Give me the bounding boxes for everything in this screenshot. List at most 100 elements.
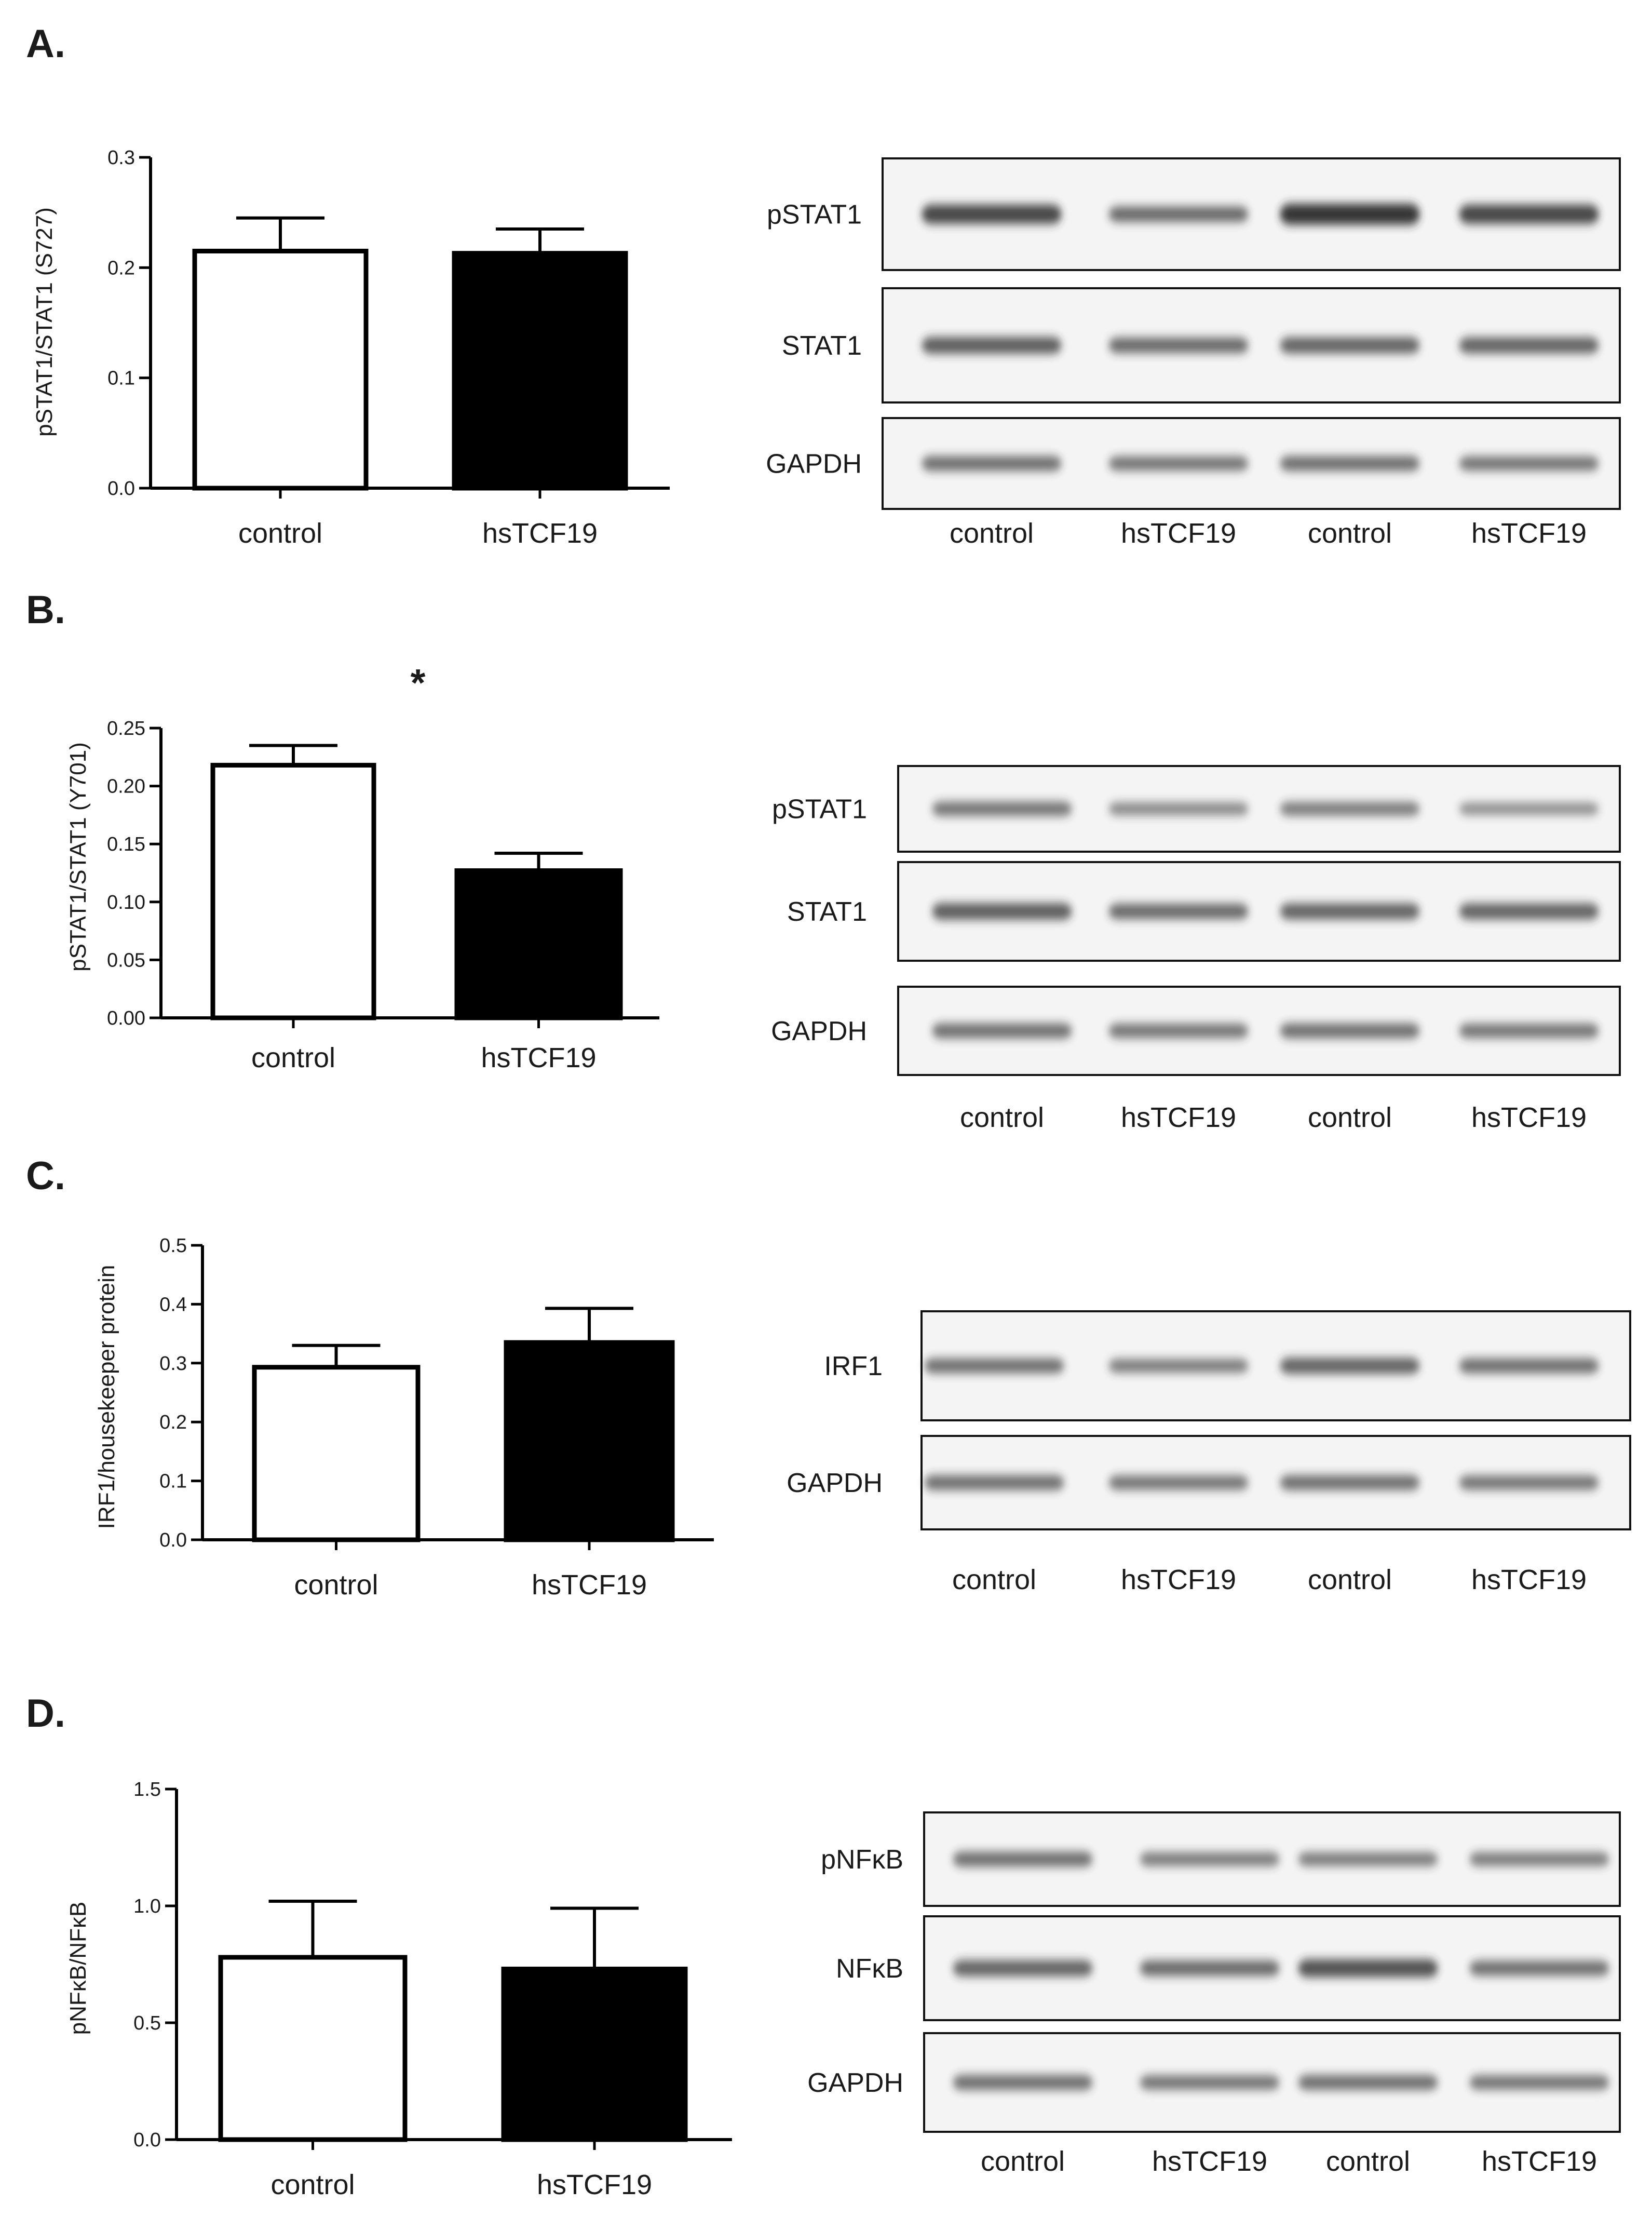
panel-3: D. pNFκB/NFκB 0.0 0.5 1.0 1.5 control hsTCF19 pN…: [26, 1691, 1621, 2200]
blot-band: [1280, 1358, 1420, 1374]
category-label: hsTCF19: [482, 518, 598, 549]
blot-band: [953, 2075, 1093, 2090]
category-label: hsTCF19: [481, 1042, 596, 1073]
blot-band: [1108, 1359, 1249, 1373]
blot-row-label: GAPDH: [807, 2068, 903, 2098]
blot-band: [1108, 1475, 1249, 1490]
blot-band: [1280, 903, 1420, 920]
significance-marker: *: [411, 661, 426, 704]
bar-hsTCF19: [504, 1340, 675, 1542]
blot-lane-label: hsTCF19: [1121, 1102, 1236, 1133]
bar-control: [192, 248, 369, 491]
y-tick-label: 1.0: [133, 1896, 161, 1917]
blot-band: [1459, 903, 1599, 920]
blot-row-label: IRF1: [824, 1351, 883, 1381]
bar-control: [210, 762, 376, 1020]
y-axis-label: pSTAT1/STAT1 (S727): [32, 207, 57, 437]
blot-band: [1469, 1960, 1609, 1976]
y-tick-label: 0.3: [107, 147, 135, 169]
blot-band: [932, 1023, 1072, 1039]
blot-band: [932, 801, 1072, 816]
category-label: control: [251, 1042, 335, 1073]
blot-strip: GAPDH: [771, 986, 1621, 1076]
blot-band: [1280, 1475, 1420, 1490]
y-tick-label: 0.1: [107, 368, 135, 389]
blot-row-label: STAT1: [787, 897, 867, 927]
blot-strip: pSTAT1: [767, 157, 1621, 271]
blot-strip: STAT1: [787, 861, 1621, 962]
blot-strip: NFκB: [836, 1915, 1621, 2021]
blot-strip: STAT1: [782, 287, 1621, 404]
blot-strip: GAPDH: [766, 417, 1621, 510]
blot-band: [1459, 456, 1599, 471]
blot-band: [1298, 1959, 1438, 1978]
category-label: hsTCF19: [532, 1569, 647, 1601]
blot-row-label: pSTAT1: [767, 200, 862, 230]
blot-band: [1459, 1475, 1599, 1490]
blot-band: [1108, 337, 1249, 354]
blot-row-label: pNFκB: [821, 1845, 903, 1875]
blot-lane-label: control: [981, 2146, 1065, 2177]
category-label: hsTCF19: [537, 2169, 652, 2200]
blot-lane-label: control: [952, 1564, 1036, 1595]
category-label: control: [238, 518, 322, 549]
blot-lane-label: hsTCF19: [1152, 2146, 1267, 2177]
blot-band: [1140, 1960, 1280, 1977]
blot-band: [1459, 337, 1599, 354]
blot-row-label: NFκB: [836, 1954, 903, 1984]
y-tick-label: 0.0: [159, 1529, 187, 1551]
blot-strip: GAPDH: [807, 2032, 1621, 2133]
category-label: control: [270, 2169, 355, 2200]
blot-band: [1459, 1358, 1599, 1374]
blot-strip: IRF1: [824, 1310, 1631, 1421]
panel-label: D.: [26, 1691, 65, 1736]
blot-band: [1108, 802, 1249, 815]
blot-band: [1459, 1024, 1599, 1038]
y-tick-label: 0.25: [107, 718, 145, 740]
y-axis-label: pSTAT1/STAT1 (Y701): [65, 742, 91, 972]
blot-band: [1108, 1024, 1249, 1038]
y-axis-label: pNFκB/NFκB: [65, 1902, 91, 2035]
bar-hsTCF19: [454, 868, 623, 1020]
blot-row-label: GAPDH: [787, 1468, 883, 1498]
y-tick-label: 0.5: [133, 2012, 161, 2034]
bar-control: [218, 1955, 408, 2142]
blot-band: [1459, 205, 1599, 224]
blot-band: [922, 205, 1062, 224]
blot-lane-label: control: [1326, 2146, 1410, 2177]
blot-row-label: STAT1: [782, 331, 862, 361]
blot-strip: GAPDH: [787, 1435, 1631, 1530]
y-tick-label: 0.20: [107, 776, 145, 798]
category-label: control: [294, 1569, 378, 1601]
blot-lane-label: control: [1308, 1102, 1392, 1133]
blot-band: [1469, 1852, 1609, 1866]
y-tick-label: 0.3: [159, 1353, 187, 1375]
blot-lane-label: control: [950, 518, 1034, 549]
blot-band: [932, 903, 1072, 920]
y-tick-label: 0.00: [107, 1007, 145, 1029]
blot-band: [1469, 2075, 1609, 2090]
blot-band: [922, 456, 1062, 471]
y-tick-label: 0.10: [107, 892, 145, 913]
y-tick-label: 0.0: [107, 478, 135, 500]
panel-label: A.: [26, 22, 65, 66]
blot-band: [953, 1960, 1093, 1977]
blot-lane-label: hsTCF19: [1121, 1564, 1236, 1595]
blot-lane-label: control: [1308, 518, 1392, 549]
y-tick-label: 0.2: [159, 1412, 187, 1433]
blot-lane-label: hsTCF19: [1471, 1102, 1587, 1133]
blot-band: [1108, 456, 1249, 471]
y-tick-label: 0.2: [107, 257, 135, 279]
blot-band: [922, 337, 1062, 354]
blot-band: [1459, 802, 1599, 815]
bar-hsTCF19: [452, 251, 628, 491]
y-axis-label: IRF1/housekeeper protein: [94, 1265, 119, 1529]
blot-band: [1280, 802, 1420, 816]
blot-band: [1140, 1852, 1280, 1866]
blot-band: [1280, 1023, 1420, 1039]
blot-band: [1280, 456, 1420, 471]
blot-lane-label: hsTCF19: [1471, 518, 1587, 549]
y-tick-label: 1.5: [133, 1779, 161, 1800]
bar-control: [252, 1365, 421, 1542]
